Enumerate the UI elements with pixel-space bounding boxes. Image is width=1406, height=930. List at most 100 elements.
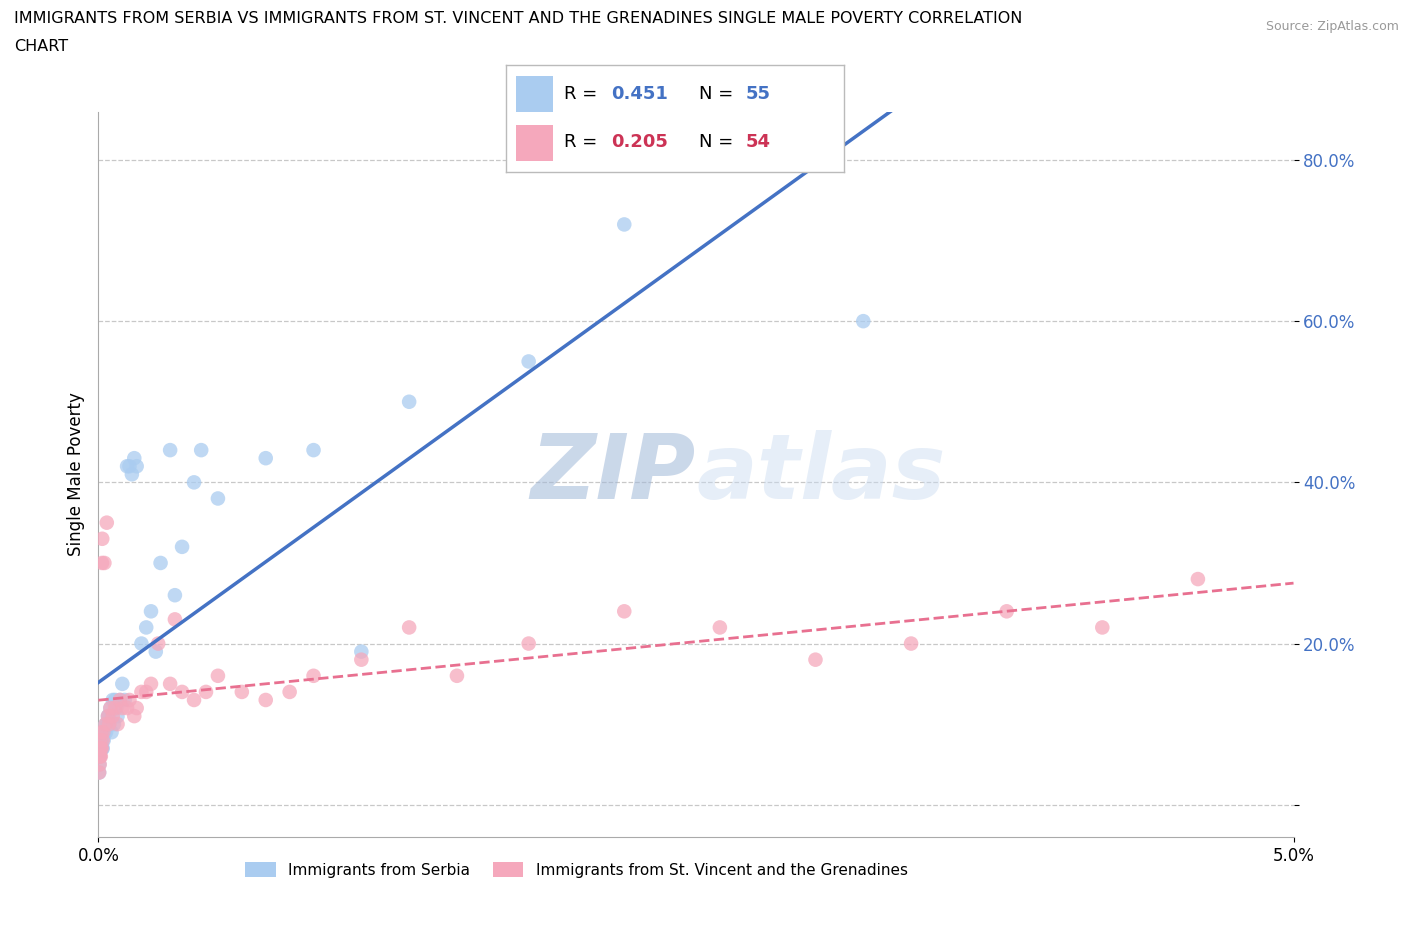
Point [98, 717, 121, 732]
Point [350, 652, 373, 667]
Point [111, 700, 134, 715]
Point [90, 733, 112, 748]
Point [97, 709, 120, 724]
Point [254, 451, 277, 466]
Text: 0.205: 0.205 [610, 133, 668, 151]
Point [90, 733, 112, 748]
Point [101, 693, 124, 708]
Point [89, 741, 111, 756]
Point [103, 717, 125, 732]
Point [98, 700, 122, 715]
Point [149, 555, 172, 570]
Point [118, 693, 141, 708]
Point [91, 724, 114, 739]
Point [302, 443, 325, 458]
Point [104, 693, 127, 708]
Point [139, 604, 162, 618]
Point [135, 684, 157, 699]
Point [852, 313, 875, 328]
Point [90, 741, 112, 756]
Text: CHART: CHART [14, 39, 67, 54]
Point [94, 724, 117, 739]
Point [114, 693, 136, 708]
Point [254, 693, 277, 708]
Point [613, 604, 636, 618]
Point [90, 741, 112, 756]
Point [115, 458, 138, 473]
Point [107, 709, 129, 724]
Text: N =: N = [699, 85, 738, 103]
Point [131, 636, 153, 651]
Point [94, 717, 117, 732]
Point [118, 458, 141, 473]
Point [125, 700, 148, 715]
Point [207, 669, 229, 684]
Text: ZIP: ZIP [530, 431, 696, 518]
Point [195, 684, 218, 699]
Point [89, 757, 111, 772]
Point [115, 700, 138, 715]
Point [1187, 572, 1209, 587]
Point [1091, 620, 1114, 635]
Point [231, 684, 253, 699]
Point [139, 676, 162, 691]
Point [97, 709, 120, 724]
Text: N =: N = [699, 133, 738, 151]
Point [101, 709, 124, 724]
Point [91, 741, 114, 756]
Point [89, 765, 111, 780]
Point [98, 700, 122, 715]
Text: Source: ZipAtlas.com: Source: ZipAtlas.com [1265, 20, 1399, 33]
Point [350, 644, 373, 659]
Text: atlas: atlas [696, 431, 945, 518]
Point [613, 217, 636, 232]
Point [91, 555, 114, 570]
Point [91, 531, 114, 546]
Point [90, 741, 112, 756]
Point [398, 394, 420, 409]
Point [302, 669, 325, 684]
Point [111, 676, 134, 691]
Point [89, 757, 111, 772]
Point [89, 749, 111, 764]
Point [148, 636, 170, 651]
Point [90, 749, 112, 764]
Point [446, 669, 468, 684]
Point [163, 588, 186, 603]
Point [124, 451, 146, 466]
Point [107, 717, 129, 732]
Point [89, 733, 111, 748]
Point [159, 676, 181, 691]
Point [108, 693, 131, 708]
Point [89, 765, 111, 780]
FancyBboxPatch shape [516, 125, 554, 162]
Point [398, 620, 420, 635]
Point [172, 684, 194, 699]
Text: 0.451: 0.451 [610, 85, 668, 103]
Point [190, 443, 212, 458]
Point [995, 604, 1018, 618]
Point [124, 709, 146, 724]
Point [145, 644, 167, 659]
Point [91, 733, 114, 748]
Point [91, 741, 114, 756]
Point [517, 354, 540, 369]
Point [96, 515, 118, 530]
Point [91, 724, 114, 739]
Point [94, 717, 117, 732]
Point [93, 724, 115, 739]
Point [121, 467, 143, 482]
Point [804, 652, 827, 667]
Point [100, 724, 122, 739]
Point [517, 636, 540, 651]
Point [96, 717, 118, 732]
Point [183, 693, 205, 708]
Y-axis label: Single Male Poverty: Single Male Poverty [66, 392, 84, 556]
Point [172, 539, 194, 554]
Text: 54: 54 [745, 133, 770, 151]
Point [98, 717, 121, 732]
Point [91, 733, 114, 748]
Point [90, 741, 112, 756]
Point [135, 620, 157, 635]
Text: R =: R = [564, 133, 603, 151]
